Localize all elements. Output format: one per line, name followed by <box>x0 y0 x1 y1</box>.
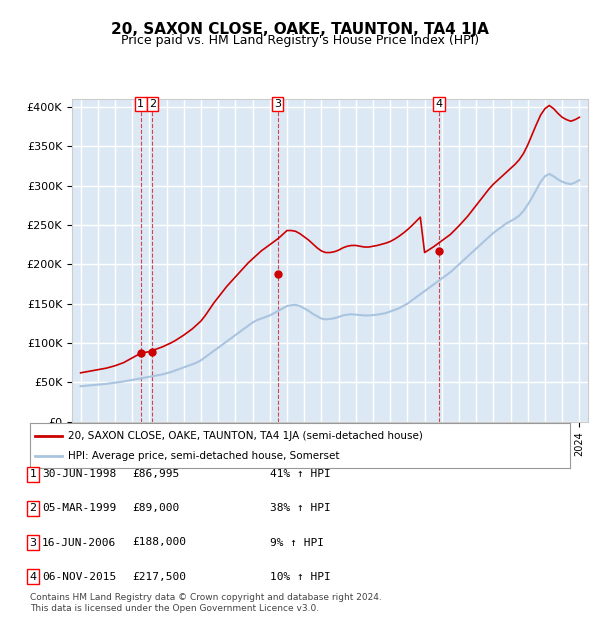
Text: 20, SAXON CLOSE, OAKE, TAUNTON, TA4 1JA (semi-detached house): 20, SAXON CLOSE, OAKE, TAUNTON, TA4 1JA … <box>68 431 422 441</box>
Text: 16-JUN-2006: 16-JUN-2006 <box>42 538 116 547</box>
Text: 4: 4 <box>436 99 443 109</box>
Text: 3: 3 <box>274 99 281 109</box>
Text: 10% ↑ HPI: 10% ↑ HPI <box>270 572 331 582</box>
Text: 20, SAXON CLOSE, OAKE, TAUNTON, TA4 1JA: 20, SAXON CLOSE, OAKE, TAUNTON, TA4 1JA <box>111 22 489 37</box>
Text: 1: 1 <box>137 99 144 109</box>
Text: 4: 4 <box>29 572 37 582</box>
Text: 38% ↑ HPI: 38% ↑ HPI <box>270 503 331 513</box>
Text: 05-MAR-1999: 05-MAR-1999 <box>42 503 116 513</box>
Text: £188,000: £188,000 <box>132 538 186 547</box>
Text: 06-NOV-2015: 06-NOV-2015 <box>42 572 116 582</box>
Text: 30-JUN-1998: 30-JUN-1998 <box>42 469 116 479</box>
Text: Contains HM Land Registry data © Crown copyright and database right 2024.
This d: Contains HM Land Registry data © Crown c… <box>30 593 382 613</box>
Text: HPI: Average price, semi-detached house, Somerset: HPI: Average price, semi-detached house,… <box>68 451 340 461</box>
Text: £86,995: £86,995 <box>132 469 179 479</box>
Text: 41% ↑ HPI: 41% ↑ HPI <box>270 469 331 479</box>
Text: 9% ↑ HPI: 9% ↑ HPI <box>270 538 324 547</box>
Text: 3: 3 <box>29 538 37 547</box>
Text: £89,000: £89,000 <box>132 503 179 513</box>
Text: Price paid vs. HM Land Registry's House Price Index (HPI): Price paid vs. HM Land Registry's House … <box>121 34 479 47</box>
Text: 1: 1 <box>29 469 37 479</box>
Text: 2: 2 <box>149 99 156 109</box>
Text: £217,500: £217,500 <box>132 572 186 582</box>
Text: 2: 2 <box>29 503 37 513</box>
